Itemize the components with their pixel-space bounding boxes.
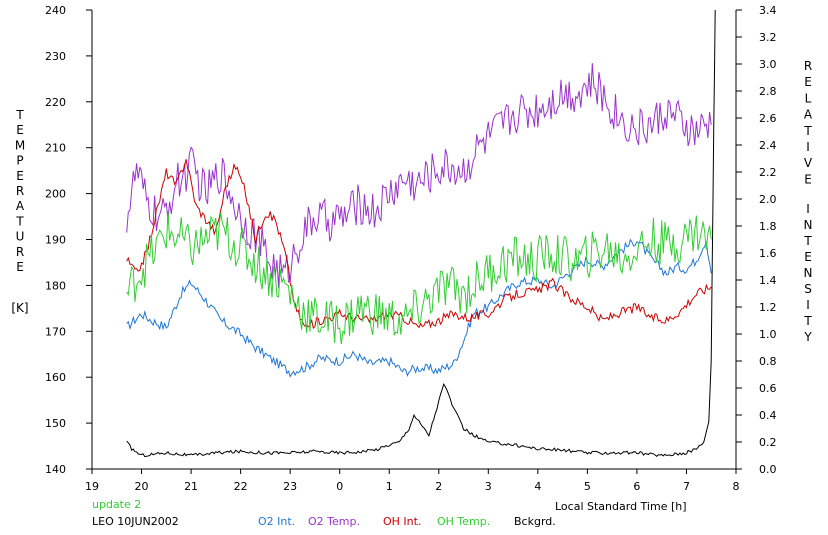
y-left-tick-label: 240 [45,4,66,17]
y-right-label-letter: Y [803,330,812,344]
y-left-tick-label: 230 [45,50,66,63]
x-tick-label: 2 [435,480,442,493]
y-right-label-letter: I [806,202,810,216]
y-left-label-letter: E [16,169,24,183]
y-right-tick-label: 1.4 [759,274,777,287]
y-right-tick-label: 3.4 [759,4,777,17]
x-tick-label: 1 [386,480,393,493]
plot-frame [91,10,737,470]
y-left-label-letter: R [16,245,24,259]
y-right-tick-label: 2.4 [759,139,777,152]
y-left-label-letter: A [16,199,25,213]
x-tick-label: 21 [184,480,198,493]
legend-entry: OH Temp. [437,515,490,528]
series-line-o2-temp [126,63,712,288]
y-right-tick-label: 2.8 [759,85,777,98]
y-right-tick-label: 1.2 [759,301,777,314]
x-tick-label: 0 [336,480,343,493]
update-note: update 2 [92,498,141,511]
legend: O2 Int. O2 Temp. OH Int. OH Temp. Bckgrd. [258,515,556,528]
y-left-label-letter: E [16,123,24,137]
y-left-unit: [K] [11,301,28,315]
x-tick-label: 5 [584,480,591,493]
series-group [126,9,716,458]
x-tick-label: 22 [234,480,248,493]
y-right-label-letter: T [803,234,812,248]
y-left-tick-label: 220 [45,96,66,109]
y-right-tick-label: 1.8 [759,220,777,233]
series-line-o2-int [126,238,712,378]
y-left-label-letter: T [15,214,24,228]
y-right-label-letter: I [806,298,810,312]
y-right-tick-label: 1.0 [759,328,777,341]
y-left-label-letter: R [16,184,24,198]
y-right-tick-label: 3.2 [759,31,777,44]
y-right-label-letter: S [804,282,812,296]
y-right-tick-label: 1.6 [759,247,777,260]
y-right-label-letter: L [805,91,812,105]
y-left-label-letter: E [16,260,24,274]
x-tick-label: 4 [534,480,541,493]
y-left-axis-ticks: 140 150 160 170 180 190 200 210 220 230 240 [45,4,92,476]
y-left-tick-label: 190 [45,234,66,247]
series-line-oh-int [126,159,712,329]
y-right-tick-label: 0.6 [759,382,777,395]
y-right-tick-label: 0.8 [759,355,777,368]
series-line-oh-temp [126,211,712,344]
y-right-label-letter: I [806,140,810,154]
y-right-tick-label: 0.2 [759,436,777,449]
y-right-label-letter: T [803,124,812,138]
y-right-label-letter: A [804,108,813,122]
y-left-tick-label: 140 [45,463,66,476]
y-left-label-letter: T [15,108,24,122]
y-right-tick-label: 0.0 [759,463,777,476]
y-right-label-letter: E [804,250,812,264]
x-tick-label: 23 [283,480,297,493]
x-tick-label: 3 [485,480,492,493]
y-left-tick-label: 150 [45,417,66,430]
x-tick-label: 20 [135,480,149,493]
y-right-tick-label: 3.0 [759,58,777,71]
y-right-label-letter: V [804,156,813,170]
y-right-tick-label: 2.0 [759,193,777,206]
y-left-tick-label: 210 [45,142,66,155]
x-tick-label: 7 [683,480,690,493]
series-line-bckgrd [126,9,716,458]
legend-entry: Bckgrd. [514,515,556,528]
x-axis-ticks: 19 20 21 22 23 0 1 2 3 4 5 6 7 8 [85,469,740,493]
x-axis-label: Local Standard Time [h] [555,500,687,513]
y-right-label-letter: T [803,314,812,328]
y-left-label-letter: U [16,230,25,244]
legend-entry: O2 Temp. [308,515,360,528]
y-left-tick-label: 200 [45,188,66,201]
legend-entry: OH Int. [383,515,421,528]
x-tick-label: 6 [633,480,640,493]
y-right-tick-label: 2.2 [759,166,777,179]
y-right-label-letter: N [804,218,813,232]
y-left-tick-label: 180 [45,279,66,292]
y-right-tick-label: 0.4 [759,409,777,422]
y-left-tick-label: 160 [45,371,66,384]
y-right-label-letter: R [804,59,812,73]
y-left-label-letter: M [15,138,25,152]
x-tick-label: 8 [733,480,740,493]
station-date: LEO 10JUN2002 [92,515,179,528]
y-right-label-letter: N [804,266,813,280]
x-tick-label: 19 [85,480,99,493]
y-right-label-letter: E [804,75,812,89]
y-right-label-letter: E [804,172,812,186]
y-right-tick-label: 2.6 [759,112,777,125]
y-left-tick-label: 170 [45,325,66,338]
y-right-axis-ticks: 0.0 0.2 0.4 0.6 0.8 1.0 1.2 1.4 1.6 1.8 2.0 2.2 2.4 2… [736,4,777,476]
legend-entry: O2 Int. [258,515,295,528]
y-left-label-letter: P [16,154,23,168]
